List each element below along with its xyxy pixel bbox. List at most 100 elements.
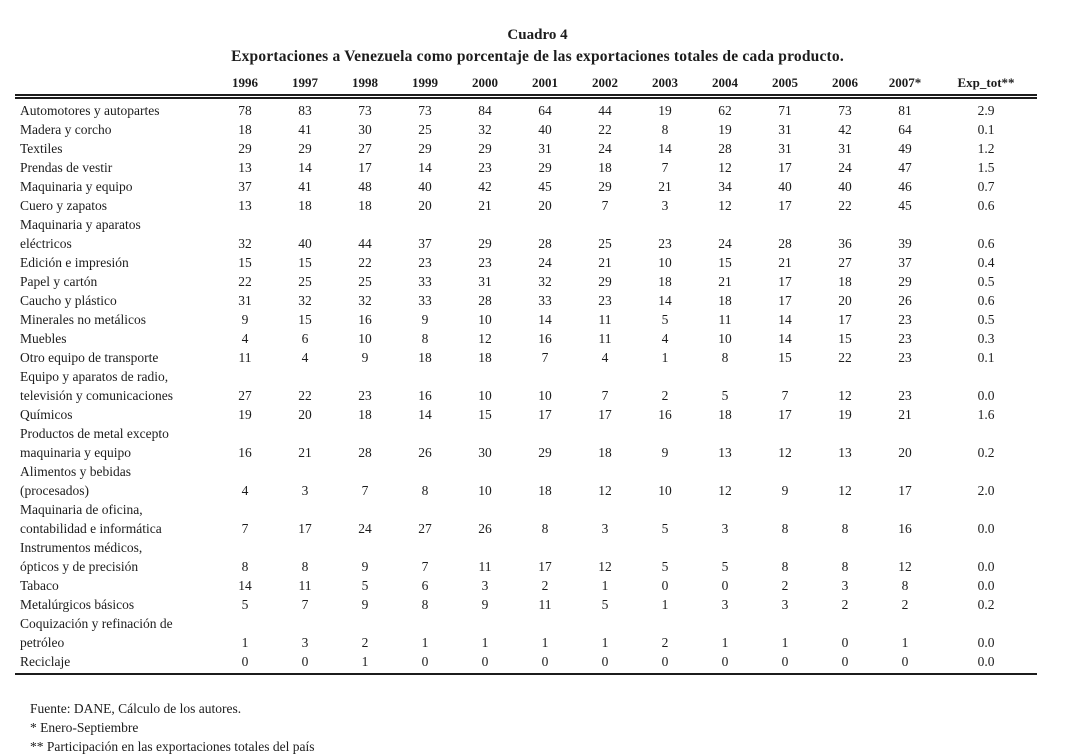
value-cell: 11 [718,312,732,327]
value-cell: 23 [898,350,912,365]
value-cell: 2 [661,388,669,403]
value-cell: 15 [238,255,252,270]
product-label: Caucho y plástico [20,293,117,308]
table-row: Tabaco 14 11 5 6 3 2 1 0 0 2 3 8 0.0 [15,576,1037,595]
value-cell: 40 [778,179,792,194]
value-cell: 5 [721,388,729,403]
value-cell: 1 [241,635,249,650]
value-cell: 20 [538,198,552,213]
value-cell: 13 [238,160,252,175]
value-cell: 17 [778,198,792,213]
value-cell: 29 [538,445,552,460]
table-row: Equipo y aparatos de radio, televisión y… [15,367,1037,405]
value-cell: 12 [898,559,912,574]
value-cell: 7 [361,483,369,498]
column-header-1997: 1997 [292,75,318,90]
value-cell: 23 [898,388,912,403]
value-cell: 17 [598,407,612,422]
value-cell: 15 [478,407,492,422]
value-cell: 1 [361,654,369,669]
value-cell: 18 [538,483,552,498]
footnote-double-asterisk: ** Participación en las exportaciones to… [30,739,315,754]
value-cell: 44 [358,236,372,251]
table-row: Químicos 19 20 18 14 15 17 17 16 18 17 19 21 1.6 [15,405,1037,424]
value-cell: 18 [358,198,372,213]
value-cell: 9 [481,597,489,612]
value-cell: 0 [301,654,309,669]
value-cell: 9 [781,483,789,498]
value-cell: 29 [598,179,612,194]
value-cell: 28 [478,293,492,308]
value-cell: 14 [418,407,432,422]
exp-tot-cell: 0.0 [977,388,995,403]
value-cell: 16 [898,521,912,536]
value-cell: 64 [898,122,912,137]
value-cell: 4 [241,483,249,498]
value-cell: 8 [421,597,429,612]
value-cell: 83 [298,103,312,118]
exp-tot-cell: 0.5 [977,312,995,327]
table-row: Madera y corcho 18 41 30 25 32 40 22 8 19 31 42 64 0.… [15,120,1037,139]
exp-tot-cell: 2.9 [977,103,995,118]
value-cell: 45 [538,179,552,194]
value-cell: 40 [838,179,852,194]
value-cell: 7 [781,388,789,403]
value-cell: 21 [898,407,912,422]
value-cell: 1 [421,635,429,650]
value-cell: 23 [358,388,372,403]
table-row: Productos de metal excepto maquinaria y … [15,424,1037,462]
value-cell: 24 [358,521,372,536]
value-cell: 41 [298,179,312,194]
value-cell: 3 [721,521,729,536]
value-cell: 78 [238,103,252,118]
footnote-asterisk: * Enero-Septiembre [30,720,139,735]
exp-tot-cell: 1.6 [977,407,995,422]
footnote-source: Fuente: DANE, Cálculo de los autores. [30,701,242,716]
value-cell: 18 [418,350,432,365]
column-header-1998: 1998 [352,75,378,90]
value-cell: 10 [658,483,672,498]
value-cell: 0 [901,654,909,669]
value-cell: 7 [421,559,429,574]
product-label: Químicos [20,407,73,422]
value-cell: 47 [898,160,912,175]
value-cell: 19 [658,103,672,118]
column-header-2001: 2001 [532,75,558,90]
value-cell: 10 [358,331,372,346]
value-cell: 15 [718,255,732,270]
product-label: Coquización y refinación de petróleo [20,616,173,650]
value-cell: 1 [781,635,789,650]
value-cell: 0 [241,654,249,669]
value-cell: 18 [838,274,852,289]
value-cell: 41 [298,122,312,137]
value-cell: 16 [538,331,552,346]
value-cell: 40 [418,179,432,194]
value-cell: 29 [478,236,492,251]
product-label: Automotores y autopartes [20,103,160,118]
value-cell: 21 [658,179,672,194]
value-cell: 25 [298,274,312,289]
value-cell: 8 [421,483,429,498]
value-cell: 22 [238,274,252,289]
value-cell: 17 [358,160,372,175]
value-cell: 45 [898,198,912,213]
value-cell: 0 [721,654,729,669]
value-cell: 10 [658,255,672,270]
product-label: Minerales no metálicos [20,312,146,327]
value-cell: 14 [238,578,252,593]
value-cell: 11 [298,578,312,593]
value-cell: 1 [721,635,729,650]
value-cell: 10 [538,388,552,403]
value-cell: 28 [538,236,552,251]
value-cell: 40 [298,236,312,251]
value-cell: 34 [718,179,732,194]
value-cell: 18 [718,407,732,422]
value-cell: 36 [838,236,852,251]
value-cell: 2 [661,635,669,650]
value-cell: 11 [598,312,612,327]
product-label: Cuero y zapatos [20,198,107,213]
value-cell: 8 [841,521,849,536]
value-cell: 19 [718,122,732,137]
value-cell: 18 [238,122,252,137]
value-cell: 7 [601,198,609,213]
